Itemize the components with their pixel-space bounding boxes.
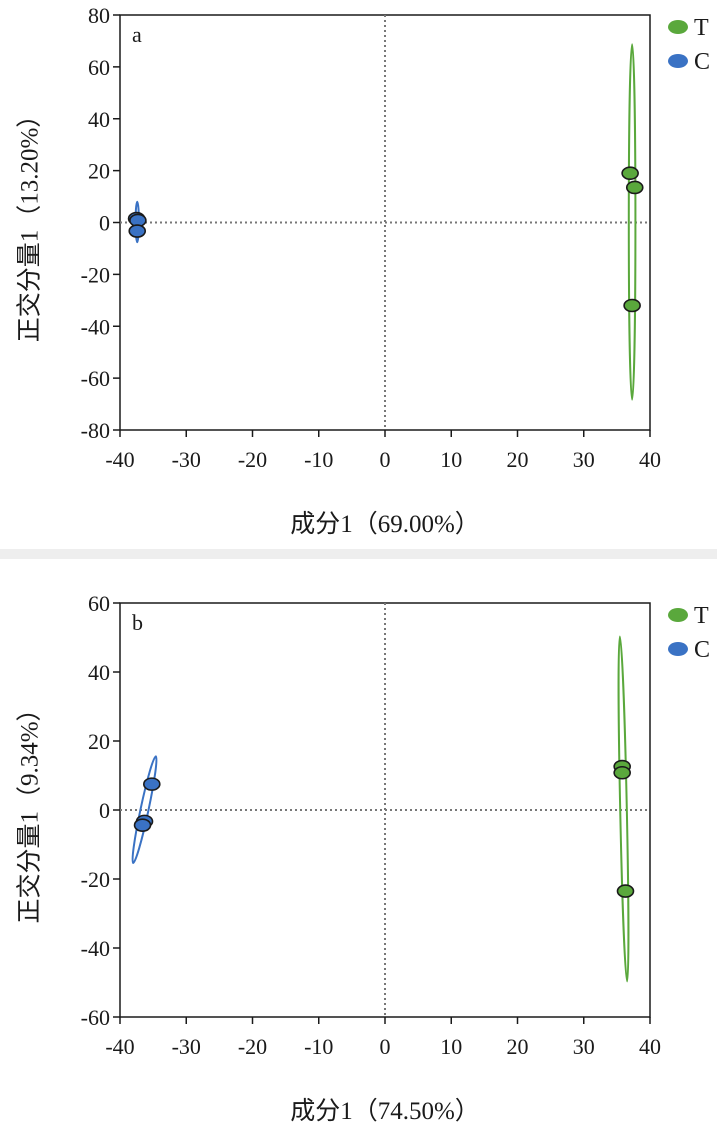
chart-panel-b: -40 -30 -20 -10 0 10 20 30 40 -60 -40 -20 0 20 40 60 成分1… <box>0 560 717 1130</box>
y-tick-label: 40 <box>88 660 110 685</box>
y-tick-label: -60 <box>81 1005 110 1030</box>
chart-a-svg: -40 -30 -20 -10 0 10 20 30 40 -80 -60 -40 -20 0 20 40 60… <box>16 3 710 538</box>
panel-label: b <box>132 610 143 635</box>
y-tick-label: 40 <box>88 107 110 132</box>
x-tick-label: -40 <box>105 447 134 472</box>
x-tick-label: 40 <box>639 1034 661 1059</box>
y-tick-label: -40 <box>81 936 110 961</box>
y-tick-label: -40 <box>81 314 110 339</box>
legend-label-C: C <box>694 637 710 663</box>
data-point-T <box>623 298 641 313</box>
y-tick-label: 0 <box>99 798 110 823</box>
y-tick-label: 60 <box>88 591 110 616</box>
x-tick-label: 40 <box>639 447 661 472</box>
y-axis-title: 正交分量1（9.34%） <box>16 696 44 923</box>
x-tick-label: 20 <box>507 447 529 472</box>
data-point-C <box>143 777 161 791</box>
legend-marker-C <box>668 642 688 656</box>
x-tick-label: -20 <box>238 1034 267 1059</box>
x-tick-label: 10 <box>440 447 462 472</box>
chart-b-svg: -40 -30 -20 -10 0 10 20 30 40 -60 -40 -20 0 20 40 60 成分1… <box>16 591 710 1125</box>
y-tick-label: 60 <box>88 55 110 80</box>
y-tick-label: 80 <box>88 3 110 28</box>
confidence-ellipse-C <box>131 755 158 864</box>
x-tick-label: -10 <box>304 1034 333 1059</box>
y-tick-label: 0 <box>99 211 110 236</box>
legend-label-T: T <box>694 603 709 629</box>
y-tick-label: 20 <box>88 159 110 184</box>
x-tick-label: 0 <box>380 447 391 472</box>
data-point-C <box>133 818 152 832</box>
x-tick-label: -30 <box>172 447 201 472</box>
x-tick-label: -30 <box>172 1034 201 1059</box>
legend-label-T: T <box>694 15 709 41</box>
legend-label-C: C <box>694 49 710 75</box>
x-tick-label: -10 <box>304 447 333 472</box>
data-point-T <box>616 884 635 898</box>
x-axis-title: 成分1（69.00%） <box>290 510 480 538</box>
y-tick-label: -80 <box>81 418 110 443</box>
legend-marker-T <box>668 608 688 622</box>
x-tick-label: 30 <box>573 1034 595 1059</box>
x-tick-label: 10 <box>440 1034 462 1059</box>
x-tick-label: 0 <box>380 1034 391 1059</box>
chart-panel-a: -40 -30 -20 -10 0 10 20 30 40 -80 -60 -40 -20 0 20 40 60… <box>0 0 717 548</box>
y-tick-label: -60 <box>81 366 110 391</box>
panel-divider <box>0 549 717 559</box>
y-tick-label: 20 <box>88 729 110 754</box>
data-point-T <box>613 765 631 780</box>
panel-label: a <box>132 22 142 47</box>
x-tick-label: -40 <box>105 1034 134 1059</box>
data-point-T <box>625 180 644 195</box>
x-axis-title: 成分1（74.50%） <box>290 1097 480 1125</box>
legend-marker-T <box>668 20 688 34</box>
y-tick-label: -20 <box>81 262 110 287</box>
y-axis-title: 正交分量1（13.20%） <box>16 103 44 343</box>
y-tick-label: -20 <box>81 867 110 892</box>
confidence-ellipse-T <box>617 635 630 983</box>
data-point-T <box>621 166 639 181</box>
x-tick-label: 20 <box>507 1034 529 1059</box>
x-tick-label: -20 <box>238 447 267 472</box>
legend-marker-C <box>668 54 688 68</box>
data-point-C <box>128 224 147 238</box>
x-tick-label: 30 <box>573 447 595 472</box>
confidence-ellipse-T <box>627 43 637 401</box>
